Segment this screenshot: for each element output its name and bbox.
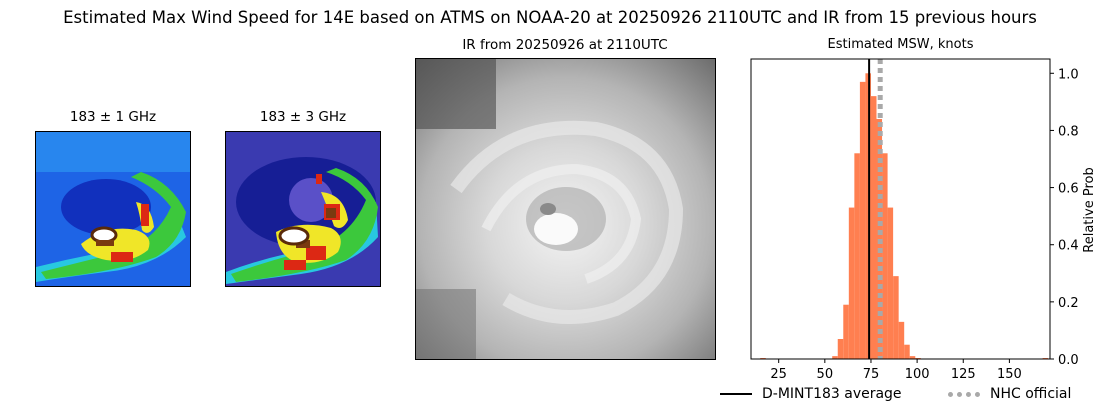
histogram-bar [898, 321, 905, 359]
ir-central-dense-overcast [534, 213, 578, 245]
mw3-brown-cell [326, 208, 336, 218]
x-axis-ticks: 25 50 75 100 125 150 [770, 359, 1022, 382]
mw3-red-cell [306, 246, 326, 260]
x-tick-label: 50 [817, 367, 834, 382]
mw3-purple-core [289, 178, 333, 222]
hist-title: Estimated MSW, knots [827, 37, 974, 52]
mw1-light-band [36, 132, 190, 172]
mw3-image-axes [225, 131, 381, 287]
mw1-dark-region [61, 179, 151, 235]
histogram-bar [870, 96, 877, 359]
mw3-eye-core [278, 226, 310, 246]
mw3-red-cell [284, 260, 306, 270]
legend-item-dmint: D-MINT183 average [720, 386, 902, 402]
mw1-red-cell [111, 252, 133, 262]
legend-label-dmint: D-MINT183 average [762, 386, 902, 402]
legend: D-MINT183 average NHC official [718, 386, 1098, 408]
legend-item-nhc: NHC official [948, 386, 1071, 402]
histogram-bar [859, 81, 866, 360]
y-tick-label: 1.0 [1058, 67, 1079, 82]
mw1-image-axes [35, 131, 191, 287]
histogram-bars [760, 73, 1049, 360]
ir-spiral-band [481, 163, 642, 284]
y-tick-label: 0.6 [1058, 182, 1079, 197]
histogram-bar [848, 207, 855, 359]
ir-image-axes [415, 58, 716, 360]
mw1-title: 183 ± 1 GHz [69, 109, 157, 125]
x-tick-label: 100 [905, 367, 930, 382]
histogram-bar [893, 276, 899, 359]
y-axis-ticks: 0.0 0.2 0.4 0.6 0.8 1.0 [1050, 67, 1079, 368]
histogram-bar [843, 304, 849, 359]
legend-label-nhc: NHC official [990, 386, 1072, 402]
mw3-brown-cell [296, 240, 310, 248]
ir-dark-corner [416, 59, 496, 129]
histogram-frame [750, 58, 1051, 360]
histogram-bar [854, 153, 860, 359]
mw3-image [226, 132, 380, 286]
y-tick-label: 0.2 [1058, 296, 1079, 311]
mw3-green-band [231, 168, 378, 282]
legend-swatch-dotted [948, 391, 980, 397]
mw1-red-cell [141, 204, 149, 226]
histogram-bar [837, 339, 844, 359]
figure-title: Estimated Max Wind Speed for 14E based o… [63, 8, 1037, 27]
y-tick-label: 0.8 [1058, 124, 1079, 139]
mw1-green-band [41, 172, 186, 279]
mw1-brown-cell [96, 240, 114, 246]
histogram-bar [909, 356, 916, 359]
y-tick-label: 0.0 [1058, 353, 1079, 368]
x-tick-label: 75 [863, 367, 880, 382]
y-axis-label: Relative Prob [1082, 167, 1097, 252]
x-tick-label: 25 [770, 367, 787, 382]
ir-eye [540, 203, 556, 215]
histogram-bar [904, 344, 910, 359]
y-tick-label: 0.4 [1058, 239, 1079, 254]
mw3-title: 183 ± 3 GHz [259, 109, 347, 125]
ir-spiral-band [450, 120, 684, 324]
mw1-image [36, 132, 190, 286]
legend-swatch-solid [720, 393, 752, 395]
histogram-vlines [868, 59, 883, 359]
x-tick-label: 125 [951, 367, 976, 382]
ir-image [416, 59, 715, 359]
histogram-bar [882, 153, 888, 359]
ir-title: IR from 20250926 at 2110UTC [462, 37, 668, 53]
mw3-red-cell [316, 174, 322, 184]
x-tick-label: 150 [997, 367, 1022, 382]
histogram-bar [887, 207, 894, 359]
histogram-bar [832, 356, 838, 359]
ir-dark-edge [416, 289, 476, 359]
